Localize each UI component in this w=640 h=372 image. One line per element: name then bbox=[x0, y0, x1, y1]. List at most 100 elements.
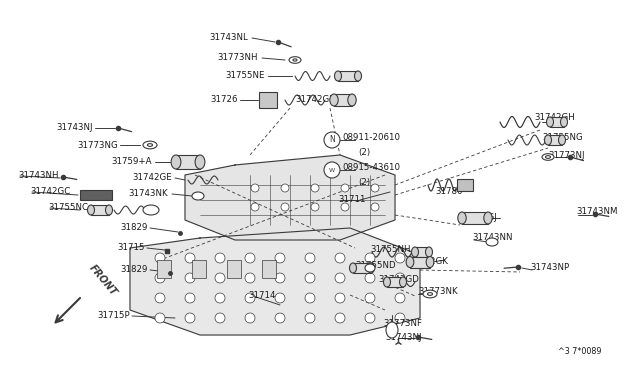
Ellipse shape bbox=[561, 117, 568, 127]
Text: 31743NK: 31743NK bbox=[129, 189, 168, 199]
Text: 31755NC: 31755NC bbox=[48, 203, 88, 212]
Circle shape bbox=[185, 273, 195, 283]
Ellipse shape bbox=[143, 141, 157, 149]
Ellipse shape bbox=[335, 71, 342, 81]
Circle shape bbox=[275, 293, 285, 303]
Text: 31773NJ: 31773NJ bbox=[548, 151, 584, 160]
Circle shape bbox=[324, 132, 340, 148]
Ellipse shape bbox=[559, 135, 566, 145]
Text: 31743NJ: 31743NJ bbox=[385, 334, 422, 343]
Ellipse shape bbox=[423, 290, 437, 298]
Text: 31759+A: 31759+A bbox=[111, 157, 152, 167]
Ellipse shape bbox=[289, 57, 301, 63]
Circle shape bbox=[371, 184, 379, 192]
Circle shape bbox=[185, 253, 195, 263]
Bar bbox=[338, 71, 358, 81]
Text: 31743NJ: 31743NJ bbox=[56, 124, 93, 132]
Bar bbox=[550, 117, 564, 127]
Text: 31829: 31829 bbox=[120, 224, 148, 232]
Text: 31715: 31715 bbox=[118, 244, 145, 253]
Text: 31742GH: 31742GH bbox=[534, 113, 575, 122]
Circle shape bbox=[275, 253, 285, 263]
Text: W: W bbox=[329, 167, 335, 173]
Text: 31742GC: 31742GC bbox=[30, 187, 70, 196]
Circle shape bbox=[335, 293, 345, 303]
Circle shape bbox=[395, 253, 405, 263]
Text: 31780: 31780 bbox=[435, 187, 463, 196]
Ellipse shape bbox=[458, 212, 466, 224]
Circle shape bbox=[245, 273, 255, 283]
Circle shape bbox=[305, 253, 315, 263]
Circle shape bbox=[365, 293, 375, 303]
Ellipse shape bbox=[486, 238, 498, 246]
Circle shape bbox=[395, 293, 405, 303]
Circle shape bbox=[341, 184, 349, 192]
Circle shape bbox=[395, 273, 405, 283]
Ellipse shape bbox=[406, 257, 414, 267]
Bar bbox=[548, 135, 562, 145]
Ellipse shape bbox=[426, 257, 434, 267]
Text: 31773NK: 31773NK bbox=[418, 288, 458, 296]
Ellipse shape bbox=[545, 155, 550, 158]
Bar bbox=[334, 94, 352, 106]
Polygon shape bbox=[130, 228, 420, 335]
Ellipse shape bbox=[349, 263, 356, 273]
Bar bbox=[462, 212, 488, 224]
Text: 31773NF: 31773NF bbox=[383, 320, 422, 328]
Bar bbox=[176, 155, 200, 169]
Circle shape bbox=[215, 273, 225, 283]
Circle shape bbox=[155, 293, 165, 303]
Circle shape bbox=[251, 203, 259, 211]
Bar bbox=[387, 277, 403, 287]
Circle shape bbox=[395, 313, 405, 323]
Text: N: N bbox=[329, 135, 335, 144]
Ellipse shape bbox=[484, 212, 492, 224]
Circle shape bbox=[324, 162, 340, 178]
Text: ^3 7*0089: ^3 7*0089 bbox=[558, 347, 602, 356]
FancyBboxPatch shape bbox=[227, 260, 241, 278]
Bar bbox=[259, 92, 277, 108]
Circle shape bbox=[365, 313, 375, 323]
FancyBboxPatch shape bbox=[262, 260, 276, 278]
Circle shape bbox=[185, 293, 195, 303]
Text: 31773NH: 31773NH bbox=[218, 54, 258, 62]
Ellipse shape bbox=[143, 205, 159, 215]
Circle shape bbox=[155, 273, 165, 283]
Ellipse shape bbox=[367, 263, 374, 273]
Ellipse shape bbox=[428, 293, 433, 295]
Text: 31742GJ: 31742GJ bbox=[460, 214, 497, 222]
Circle shape bbox=[275, 313, 285, 323]
Circle shape bbox=[155, 253, 165, 263]
Text: 31829: 31829 bbox=[120, 266, 148, 275]
Text: 08915-43610: 08915-43610 bbox=[342, 164, 400, 173]
Circle shape bbox=[335, 313, 345, 323]
Text: (2): (2) bbox=[358, 177, 370, 186]
Circle shape bbox=[215, 313, 225, 323]
Circle shape bbox=[305, 273, 315, 283]
Ellipse shape bbox=[365, 264, 375, 272]
Text: 31743NL: 31743NL bbox=[209, 33, 248, 42]
Circle shape bbox=[371, 203, 379, 211]
Ellipse shape bbox=[355, 71, 362, 81]
Circle shape bbox=[311, 184, 319, 192]
Bar bbox=[410, 257, 430, 267]
Text: 31726: 31726 bbox=[211, 96, 238, 105]
Circle shape bbox=[185, 313, 195, 323]
Ellipse shape bbox=[426, 247, 433, 257]
Bar bbox=[353, 263, 371, 273]
FancyBboxPatch shape bbox=[157, 260, 171, 278]
FancyBboxPatch shape bbox=[80, 190, 112, 200]
Circle shape bbox=[155, 313, 165, 323]
Text: 31742GD: 31742GD bbox=[378, 276, 419, 285]
Ellipse shape bbox=[192, 192, 204, 200]
Circle shape bbox=[335, 253, 345, 263]
Ellipse shape bbox=[293, 59, 297, 61]
Ellipse shape bbox=[147, 144, 152, 146]
Text: 31743NH: 31743NH bbox=[18, 171, 58, 180]
Circle shape bbox=[275, 273, 285, 283]
Bar bbox=[457, 179, 473, 191]
Ellipse shape bbox=[348, 94, 356, 106]
Ellipse shape bbox=[106, 205, 113, 215]
Text: 31715P: 31715P bbox=[97, 311, 130, 321]
Text: 08911-20610: 08911-20610 bbox=[342, 134, 400, 142]
